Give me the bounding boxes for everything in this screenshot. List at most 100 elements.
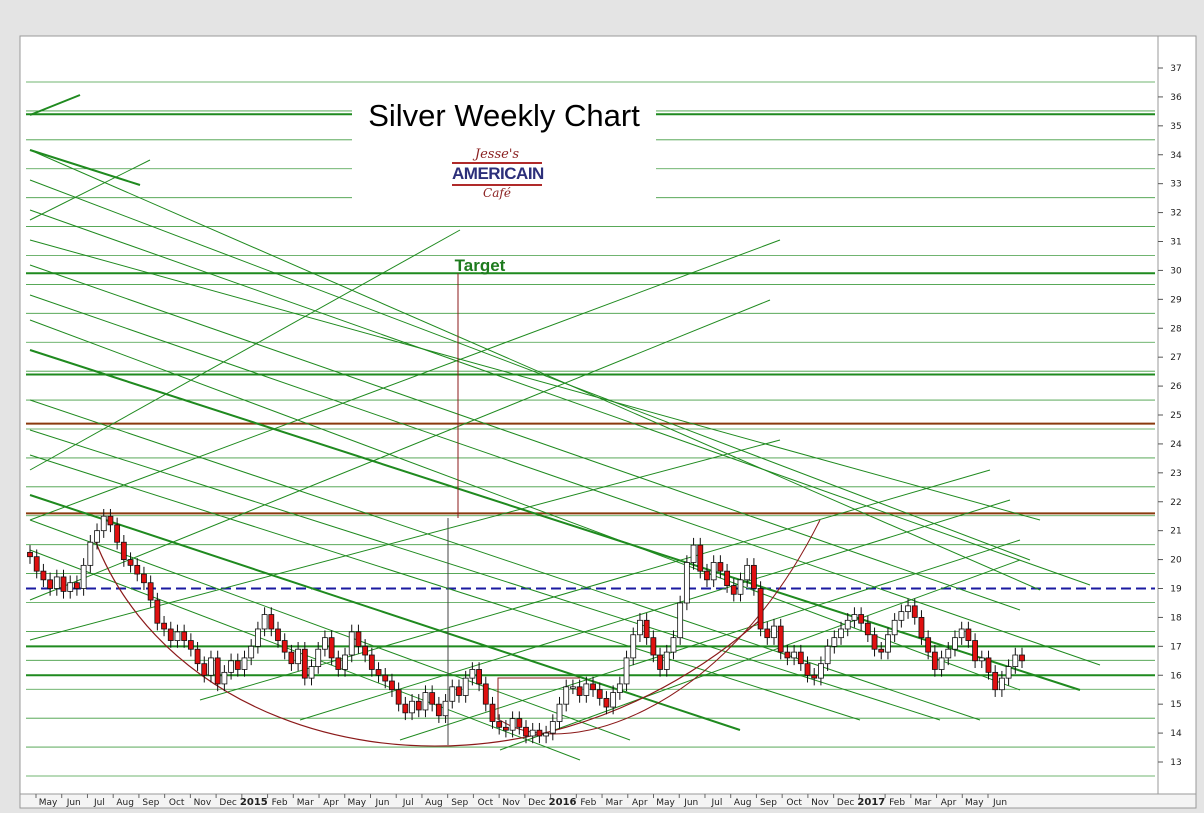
y-tick-label-35: 35 bbox=[1170, 122, 1181, 132]
candle-body-119 bbox=[824, 645, 831, 665]
candle-body-48 bbox=[348, 631, 355, 656]
candle-body-18 bbox=[147, 582, 154, 601]
x-tick-label-8: 2015 bbox=[240, 797, 268, 808]
candle-body-141 bbox=[972, 640, 978, 662]
candle-body-113 bbox=[784, 651, 791, 659]
x-tick-label-21: Feb bbox=[580, 798, 596, 808]
candle-body-69 bbox=[489, 703, 496, 722]
y-tick-label-31: 31 bbox=[1170, 238, 1181, 248]
candle-body-36 bbox=[268, 614, 275, 630]
x-tick-label-0: May bbox=[39, 798, 58, 808]
candle-body-114 bbox=[791, 651, 798, 659]
candle-body-148 bbox=[1019, 654, 1025, 662]
candle-body-6 bbox=[67, 582, 74, 592]
candle-body-10 bbox=[94, 530, 100, 543]
candle-body-0 bbox=[27, 551, 33, 558]
trendline-15 bbox=[29, 239, 781, 521]
x-tick-label-6: Nov bbox=[194, 798, 212, 808]
candle-body-24 bbox=[187, 640, 194, 650]
candle-body-100 bbox=[697, 544, 704, 572]
x-tick-label-3: Aug bbox=[116, 798, 134, 808]
candle-body-121 bbox=[838, 628, 844, 639]
x-tick-label-26: Jul bbox=[711, 798, 723, 808]
candle-body-7 bbox=[74, 582, 80, 589]
y-tick-label-27: 27 bbox=[1170, 353, 1181, 363]
trendline-10 bbox=[29, 454, 861, 721]
x-tick-label-34: Mar bbox=[914, 798, 931, 808]
trendline-9 bbox=[29, 429, 941, 721]
candle-body-110 bbox=[764, 628, 771, 639]
x-tick-label-18: Nov bbox=[502, 798, 520, 808]
y-tick-label-37: 37 bbox=[1170, 64, 1181, 74]
trendline-21 bbox=[499, 559, 1021, 751]
candle-body-80 bbox=[563, 686, 570, 705]
candle-body-20 bbox=[161, 622, 167, 630]
candle-body-28 bbox=[214, 657, 221, 685]
trendline-23 bbox=[29, 94, 81, 116]
candle-body-82 bbox=[576, 686, 583, 696]
candle-body-16 bbox=[134, 564, 141, 575]
candle-body-55 bbox=[395, 689, 402, 705]
candle-body-108 bbox=[750, 564, 757, 589]
y-tick-label-26: 26 bbox=[1170, 382, 1182, 392]
candle-body-125 bbox=[864, 622, 871, 636]
candle-body-51 bbox=[368, 654, 375, 670]
y-tick-label-20: 20 bbox=[1170, 556, 1182, 566]
candle-body-95 bbox=[663, 651, 670, 670]
candle-body-91 bbox=[637, 619, 643, 636]
candle-body-107 bbox=[744, 564, 751, 581]
candle-body-89 bbox=[623, 657, 630, 685]
trendline-6 bbox=[29, 319, 1021, 691]
candle-body-4 bbox=[53, 576, 60, 589]
y-tick-label-29: 29 bbox=[1170, 295, 1182, 305]
x-tick-label-25: Jun bbox=[683, 798, 698, 808]
candle-body-131 bbox=[905, 605, 911, 613]
candle-body-145 bbox=[998, 677, 1005, 691]
y-tick-label-34: 34 bbox=[1170, 151, 1182, 161]
trendline-16 bbox=[29, 299, 771, 601]
candle-body-35 bbox=[261, 614, 268, 630]
trendline-0 bbox=[29, 149, 1041, 591]
candle-body-117 bbox=[811, 674, 818, 679]
candle-body-90 bbox=[630, 634, 637, 659]
candle-body-142 bbox=[978, 657, 985, 662]
candle-body-127 bbox=[878, 648, 885, 653]
candle-body-128 bbox=[885, 634, 891, 653]
candle-body-134 bbox=[925, 637, 932, 653]
candle-body-129 bbox=[891, 619, 898, 636]
candle-body-92 bbox=[643, 619, 650, 639]
candle-body-84 bbox=[590, 683, 596, 691]
candle-body-112 bbox=[777, 625, 784, 653]
candle-body-137 bbox=[945, 648, 952, 659]
candle-body-111 bbox=[771, 625, 777, 639]
trendline-19 bbox=[299, 499, 1011, 721]
candle-body-21 bbox=[167, 628, 174, 641]
candle-body-64 bbox=[456, 686, 462, 696]
candle-body-106 bbox=[737, 579, 744, 595]
candle-body-30 bbox=[228, 660, 234, 673]
y-tick-label-32: 32 bbox=[1170, 209, 1181, 219]
candle-body-79 bbox=[556, 703, 563, 722]
x-tick-label-12: May bbox=[347, 798, 366, 808]
candle-body-9 bbox=[87, 541, 94, 566]
y-tick-label-19: 19 bbox=[1170, 585, 1182, 595]
candle-body-97 bbox=[677, 602, 684, 639]
handle-box bbox=[497, 677, 580, 720]
candle-body-70 bbox=[496, 721, 503, 728]
y-tick-label-30: 30 bbox=[1170, 266, 1182, 276]
x-tick-label-31: Dec bbox=[837, 798, 854, 808]
candle-body-133 bbox=[918, 617, 925, 639]
candle-body-47 bbox=[342, 654, 348, 670]
candle-body-17 bbox=[141, 573, 147, 584]
candle-body-65 bbox=[462, 677, 469, 696]
candle-body-12 bbox=[107, 515, 114, 526]
y-tick-label-13: 13 bbox=[1170, 758, 1181, 768]
x-tick-label-16: Sep bbox=[451, 798, 468, 808]
candle-body-135 bbox=[931, 651, 938, 670]
candle-body-101 bbox=[704, 570, 710, 581]
candle-body-54 bbox=[389, 680, 395, 691]
candle-body-3 bbox=[47, 579, 54, 589]
candle-body-33 bbox=[248, 645, 255, 659]
x-tick-label-27: Aug bbox=[734, 798, 752, 808]
candle-body-45 bbox=[328, 637, 335, 659]
